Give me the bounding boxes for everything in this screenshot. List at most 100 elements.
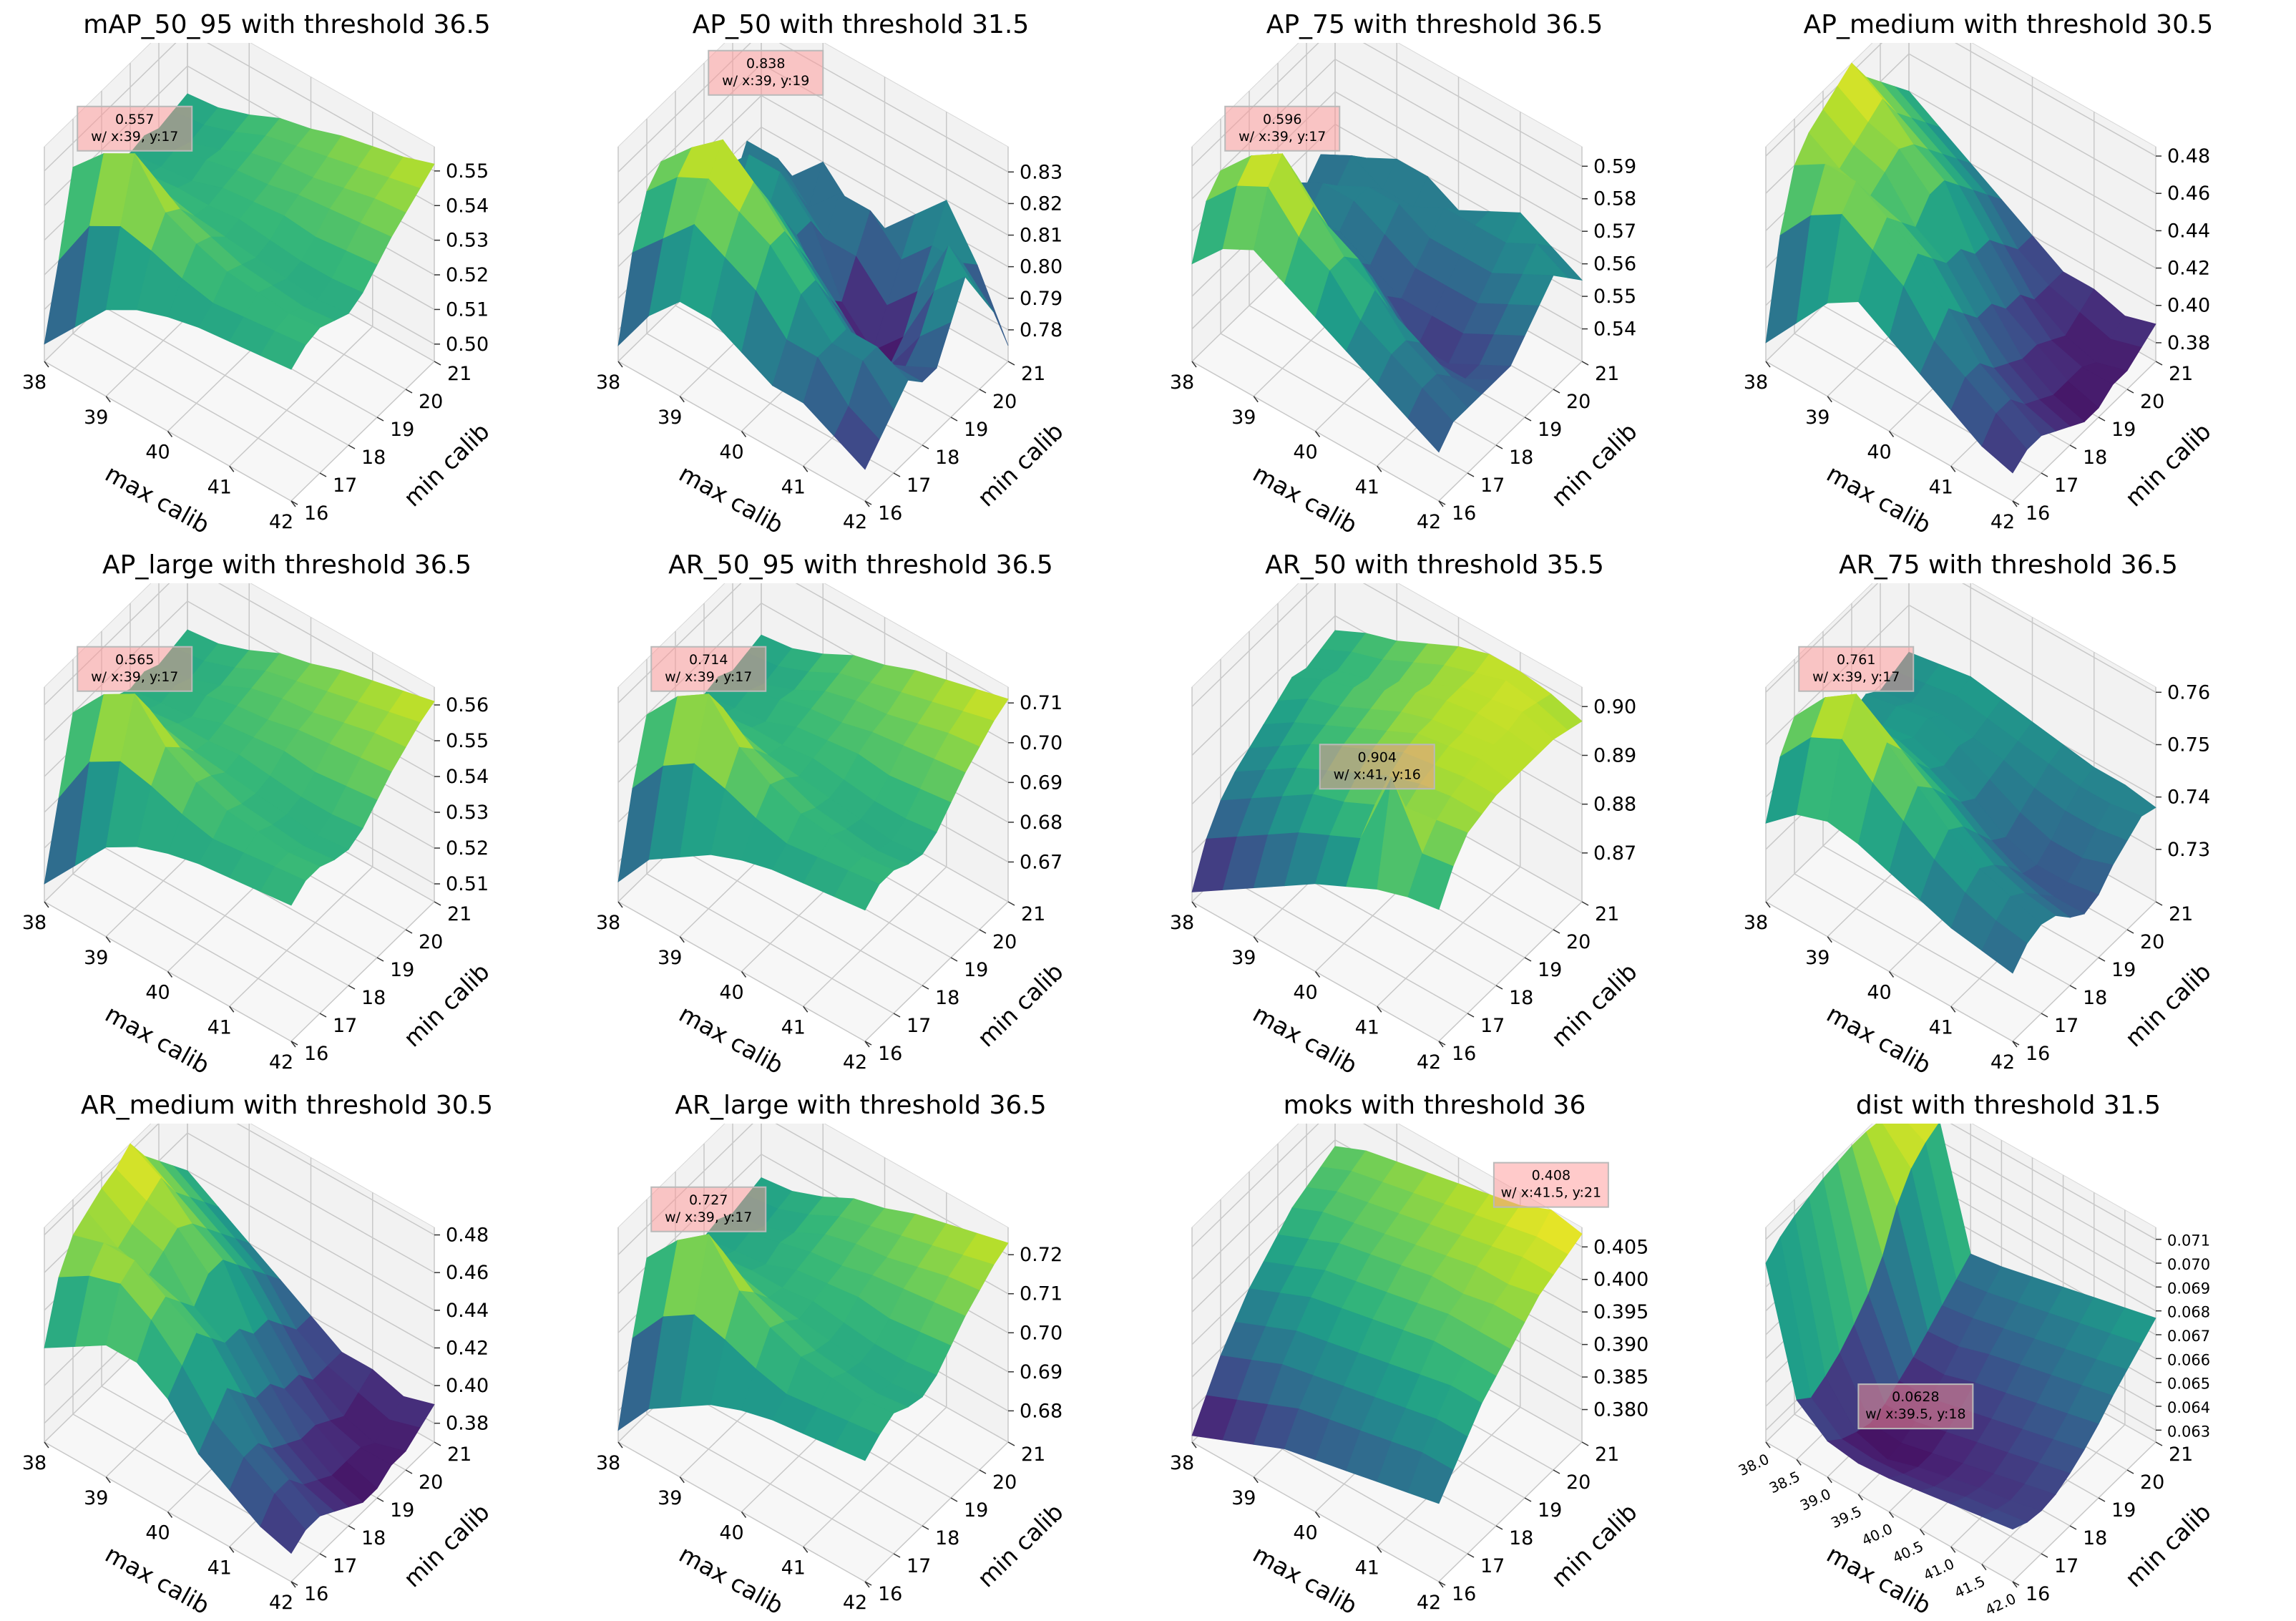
chart-title: AR_medium with threshold 30.5 [81,1091,493,1120]
x-tick [1765,901,1771,908]
y-tick-label: 21 [1021,903,1045,925]
z-tick-label: 0.069 [2167,1280,2210,1297]
z-tick-label: 0.38 [2167,332,2210,354]
y-tick-label: 17 [907,1015,931,1037]
y-tick-label: 20 [419,1471,443,1494]
y-tick [2155,901,2163,906]
y-tick-label: 17 [907,1555,931,1577]
z-tick-label: 0.67 [1020,851,1062,873]
annotation-value: 0.714 [689,652,728,668]
x-tick [1950,1546,1956,1553]
x-tick-label: 38 [1170,1452,1194,1474]
x-tick [741,431,747,437]
subplot: dist with threshold 31.5 38.0 38.5 39.0 39.5… [1721,1081,2295,1621]
y-tick [1553,929,1560,934]
x-tick-label: 42 [843,1592,867,1614]
y-tick-label: 16 [878,1043,902,1065]
y-tick [2069,985,2077,990]
z-tick-label: 0.44 [446,1300,489,1322]
annotation-box [1493,1162,1609,1208]
y-tick-label: 19 [2111,959,2136,981]
x-tick [1888,431,1895,437]
grid-line [44,43,177,172]
grid-line [1908,90,2156,232]
x-tick [229,1006,235,1013]
y-tick [1524,1497,1532,1502]
x-tick-label: 41 [781,476,806,498]
z-tick-label: 0.46 [2167,182,2210,205]
z-tick-label: 0.40 [446,1375,489,1397]
y-tick [1553,1469,1560,1474]
x-axis-label: max calib [101,1540,215,1617]
z-tick-label: 0.75 [2167,734,2210,756]
x-axis-label: max calib [101,459,215,537]
y-tick-label: 21 [2169,363,2193,385]
grid-line [646,1413,894,1554]
x-tick-label: 40.5 [1890,1537,1926,1567]
grid-line [44,1124,160,1236]
x-tick-label: 40 [1867,982,1891,1004]
x-tick-label: 40 [719,442,743,464]
y-tick [2012,1581,2020,1586]
x-tick [1191,901,1197,908]
y-tick [2126,1469,2134,1474]
annotation-value: 0.565 [115,652,154,668]
x-tick [1191,361,1197,368]
y-tick [950,417,958,422]
y-tick [922,985,929,990]
z-tick-label: 0.69 [1020,1361,1062,1383]
y-tick [348,444,356,449]
x-tick [617,1441,623,1449]
z-tick-label: 0.42 [2167,258,2210,280]
y-tick [2126,389,2134,394]
annotation-text: w/ x:39, y:17 [1812,669,1900,685]
annotation-value: 0.596 [1263,112,1301,127]
x-tick [741,1512,747,1518]
x-tick-label: 39 [658,407,682,429]
annotation-box [1798,646,1915,692]
y-tick [405,389,413,394]
z-tick-label: 0.71 [1020,1283,1062,1305]
y-tick-label: 16 [1452,502,1476,525]
y-tick-label: 19 [1538,1499,1562,1522]
chart-title: dist with threshold 31.5 [1855,1091,2161,1120]
y-tick-label: 19 [964,959,988,981]
x-tick-label: 38 [1170,371,1194,394]
x-tick-label: 41 [207,1016,232,1038]
z-tick-label: 0.59 [1593,155,1636,177]
annotation-value: 0.408 [1532,1168,1570,1184]
x-tick-label: 40 [1293,982,1317,1004]
z-tick-label: 0.067 [2167,1328,2210,1345]
x-tick-label: 41.0 [1921,1555,1958,1585]
x-tick-label: 38.5 [1767,1468,1803,1497]
surface-facet [260,866,306,906]
x-tick [679,1476,685,1484]
subplot: AR_50 with threshold 35.5 38 39 40 41 42 16 17 1… [1148,540,1721,1081]
y-tick [290,500,298,505]
x-tick [803,1546,809,1553]
y-tick [2098,957,2106,962]
y-tick [2126,929,2134,934]
x-tick [1765,1441,1771,1449]
grid-line [1191,43,1319,167]
z-tick-label: 0.395 [1593,1301,1648,1323]
y-tick [864,1581,872,1586]
z-tick-label: 0.74 [2167,787,2210,809]
y-tick [1581,901,1589,906]
y-tick-label: 18 [2083,987,2107,1009]
z-tick-label: 0.50 [446,334,489,356]
grid-line [1908,1124,2156,1264]
x-tick [229,1546,235,1553]
x-tick-label: 38 [22,1452,47,1474]
surface-facet [1407,1452,1454,1504]
y-tick [2069,444,2077,449]
grid-line [72,333,321,474]
max-annotation: 0.596 w/ x:39, y:17 [1224,105,1341,152]
y-tick [950,957,958,962]
x-tick-label: 42 [1990,511,2015,533]
